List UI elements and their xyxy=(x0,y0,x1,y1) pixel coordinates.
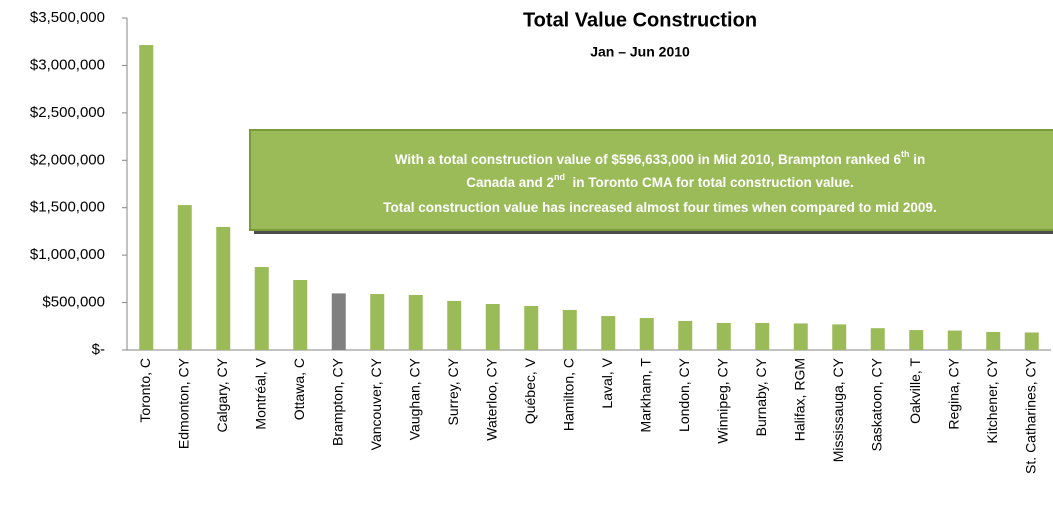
x-tick-label: Burnaby, CY xyxy=(753,357,769,436)
bar xyxy=(562,309,577,350)
bar xyxy=(331,293,346,350)
y-tick-label: $1,000,000 xyxy=(30,246,105,263)
bar xyxy=(254,267,269,350)
bar xyxy=(370,294,385,350)
annotation-span: nd xyxy=(554,172,565,182)
annotation-text: With a total construction value of $596,… xyxy=(395,149,926,166)
bar xyxy=(832,324,847,350)
bar xyxy=(177,205,192,350)
bar xyxy=(986,331,1001,350)
x-tick-label: Montréal, V xyxy=(252,357,268,429)
y-tick-label: $1,500,000 xyxy=(30,199,105,216)
annotation-span: th xyxy=(901,149,910,159)
x-tick-label: Vancouver, CY xyxy=(368,357,384,450)
annotation-span: With a total construction value of $596,… xyxy=(395,152,902,167)
x-tick-label: Vaughan, CY xyxy=(406,357,422,440)
x-tick-label: Saskatoon, CY xyxy=(868,357,884,451)
x-tick-label: Québec, V xyxy=(522,357,538,424)
bar xyxy=(755,322,770,350)
x-tick-label: Toronto, C xyxy=(137,358,153,423)
x-tick-label: Kitchener, CY xyxy=(984,357,1000,443)
y-tick-label: $2,000,000 xyxy=(30,151,105,168)
bar xyxy=(870,328,885,350)
bar xyxy=(293,279,308,350)
x-tick-label: Calgary, CY xyxy=(214,357,230,432)
x-tick-label: Hamilton, C xyxy=(560,358,576,431)
annotation-box xyxy=(249,129,1053,231)
bar xyxy=(716,322,731,350)
x-tick-label: Oakville, T xyxy=(907,358,923,424)
bar xyxy=(1024,332,1039,350)
x-tick-label: Waterloo, CY xyxy=(483,357,499,440)
x-tick-label: St. Catharines, CY xyxy=(1022,357,1038,474)
y-tick-label: $3,000,000 xyxy=(30,56,105,73)
bar xyxy=(139,45,154,350)
annotation-span: in Toronto CMA for total construction va… xyxy=(565,175,854,190)
x-tick-label: Markham, T xyxy=(637,358,653,433)
x-tick-label: Halifax, RGM xyxy=(791,358,807,441)
chart-title: Total Value Construction xyxy=(523,9,757,31)
bar xyxy=(639,318,654,350)
x-tick-label: Surrey, CY xyxy=(445,357,461,425)
bar xyxy=(408,294,423,350)
x-tick-label: Ottawa, C xyxy=(291,358,307,420)
y-tick-label: $500,000 xyxy=(42,294,105,311)
y-tick-label: $- xyxy=(92,341,105,358)
annotation-span: in xyxy=(910,152,926,167)
x-tick-label: Winnipeg, CY xyxy=(714,357,730,443)
annotation-span: Canada and 2 xyxy=(466,175,554,190)
bar xyxy=(793,323,808,350)
annotation-text: Canada and 2nd in Toronto CMA for total … xyxy=(466,172,854,189)
bar xyxy=(909,330,924,350)
x-tick-label: London, CY xyxy=(676,357,692,432)
bar xyxy=(947,330,962,350)
bar xyxy=(601,316,616,350)
bar xyxy=(447,300,462,350)
bar xyxy=(678,320,693,350)
bar xyxy=(216,226,231,350)
bar xyxy=(485,303,500,350)
y-tick-label: $2,500,000 xyxy=(30,104,105,121)
annotation-span: Total construction value has increased a… xyxy=(383,200,936,215)
y-tick-label: $3,500,000 xyxy=(30,9,105,26)
x-tick-label: Brampton, CY xyxy=(329,357,345,446)
x-tick-label: Regina, CY xyxy=(945,357,961,429)
x-tick-label: Laval, V xyxy=(599,357,615,408)
bar xyxy=(524,305,539,350)
x-tick-label: Edmonton, CY xyxy=(175,357,191,449)
chart-subtitle: Jan – Jun 2010 xyxy=(590,44,690,60)
annotation-text: Total construction value has increased a… xyxy=(383,200,936,215)
x-tick-label: Mississauga, CY xyxy=(830,357,846,462)
